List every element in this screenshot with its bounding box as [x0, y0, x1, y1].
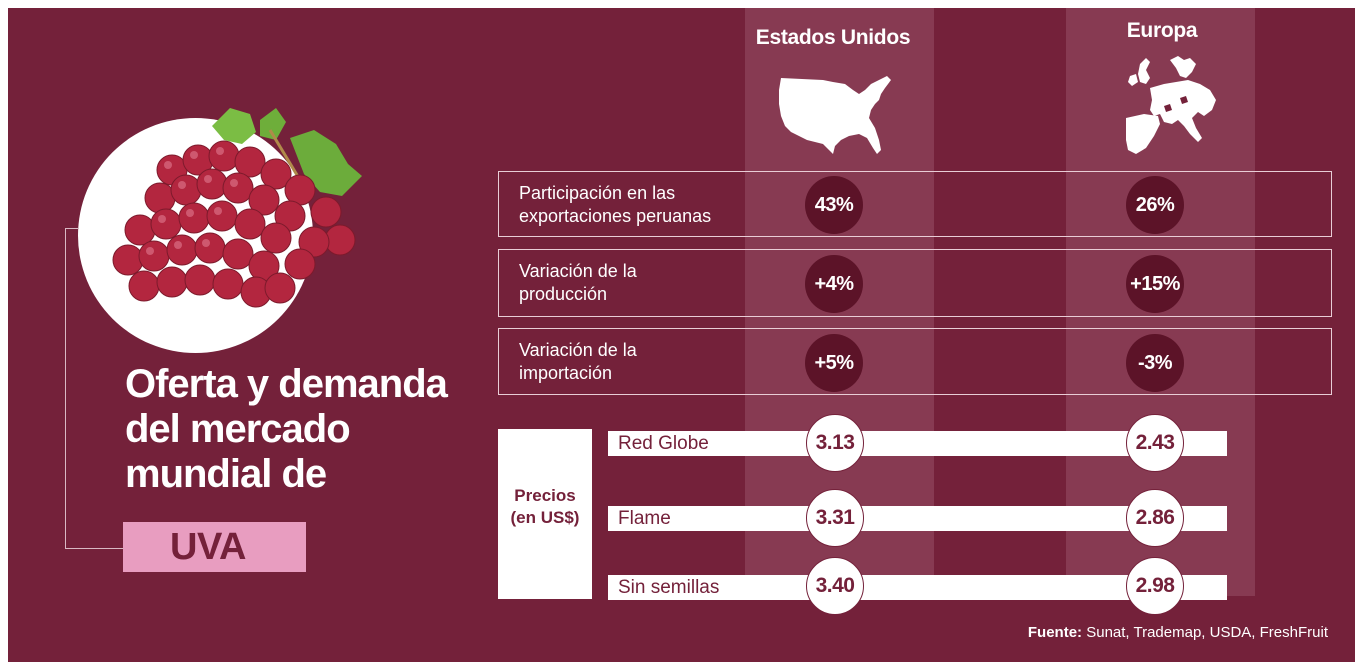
- metric-row-produccion: Variación de la producción +4% +15%: [498, 249, 1332, 317]
- title-line-2: del mercado: [125, 407, 351, 451]
- us-metric-value: +5%: [805, 334, 863, 392]
- europe-map-icon: [1126, 56, 1216, 154]
- europe-metric-value: 26%: [1126, 176, 1184, 234]
- us-price-value: 3.40: [806, 557, 864, 615]
- connector-line: [65, 228, 66, 548]
- metric-label-line: Participación en las: [519, 183, 676, 203]
- price-variety-name: Flame: [618, 508, 671, 529]
- metric-row-participacion: Participación en las exportaciones perua…: [498, 171, 1332, 237]
- metric-label: Variación de la producción: [519, 260, 637, 306]
- europe-price-value: 2.98: [1126, 557, 1184, 615]
- europe-column-header: Europa: [1126, 19, 1198, 42]
- price-row-sin-semillas: Sin semillas: [608, 575, 1227, 600]
- price-row-red-globe: Red Globe: [608, 431, 1227, 456]
- europe-price-value: 2.86: [1126, 489, 1184, 547]
- metric-label-line: Variación de la: [519, 340, 637, 360]
- connector-line-bottom: [65, 548, 123, 549]
- prices-label-line: (en US$): [510, 508, 580, 527]
- metric-label-line: producción: [519, 284, 608, 304]
- price-variety-name: Red Globe: [618, 433, 709, 454]
- metric-label-line: Variación de la: [519, 261, 637, 281]
- usa-map-icon: [779, 76, 891, 154]
- price-row-flame: Flame: [608, 506, 1227, 531]
- grapes-image: [112, 108, 362, 308]
- us-price-value: 3.13: [806, 414, 864, 472]
- price-variety-name: Sin semillas: [618, 577, 720, 598]
- metric-label-line: importación: [519, 363, 613, 383]
- connector-line-top: [65, 228, 79, 229]
- metric-row-importacion: Variación de la importación +5% -3%: [498, 328, 1332, 395]
- europe-metric-value: +15%: [1126, 255, 1184, 313]
- prices-label: Precios (en US$): [498, 429, 592, 599]
- title-line-1: Oferta y demanda: [125, 362, 448, 406]
- title-line-3: mundial de: [125, 452, 327, 496]
- us-metric-value: 43%: [805, 176, 863, 234]
- prices-label-line: Precios: [514, 486, 576, 505]
- europe-price-value: 2.43: [1126, 414, 1184, 472]
- us-column-header: Estados Unidos: [755, 26, 911, 49]
- metric-label-line: exportaciones peruanas: [519, 206, 712, 226]
- source-text: Sunat, Trademap, USDA, FreshFruit: [1082, 624, 1328, 641]
- page-title: Oferta y demanda del mercado mundial de: [125, 362, 448, 497]
- us-price-value: 3.31: [806, 489, 864, 547]
- source-label: Fuente:: [1027, 624, 1083, 641]
- metric-label: Participación en las exportaciones perua…: [519, 182, 711, 228]
- europe-metric-value: -3%: [1126, 334, 1184, 392]
- title-highlight-badge: UVA: [123, 522, 306, 572]
- metric-label: Variación de la importación: [519, 339, 637, 385]
- source-note: Fuente: Sunat, Trademap, USDA, FreshFrui…: [1028, 624, 1328, 641]
- us-metric-value: +4%: [805, 255, 863, 313]
